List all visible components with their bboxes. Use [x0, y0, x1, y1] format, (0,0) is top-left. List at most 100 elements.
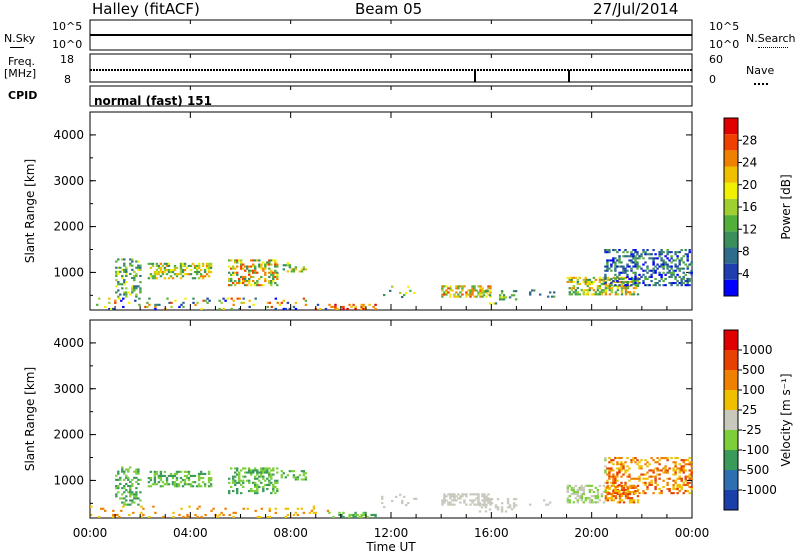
data-cell	[234, 284, 237, 287]
data-cell	[630, 284, 633, 287]
data-cell	[469, 503, 472, 506]
data-cell	[666, 488, 669, 491]
data-cell	[678, 251, 681, 254]
data-cell	[242, 507, 245, 510]
data-cell	[632, 491, 636, 494]
data-cell	[636, 285, 640, 288]
data-cell	[104, 509, 107, 512]
data-cell	[236, 481, 239, 484]
data-cell	[284, 307, 287, 310]
data-cell	[610, 495, 614, 498]
data-cell	[207, 477, 211, 480]
data-cell	[636, 265, 639, 268]
data-cell	[622, 484, 626, 487]
data-cell	[276, 277, 279, 280]
data-cell	[670, 251, 673, 254]
data-cell	[254, 271, 257, 274]
data-cell	[608, 251, 611, 254]
data-cell	[147, 277, 151, 280]
data-cell	[171, 271, 175, 274]
data-cell	[135, 472, 138, 475]
data-cell	[248, 481, 251, 484]
data-cell	[264, 273, 267, 276]
data-cell	[300, 507, 304, 510]
data-cell	[183, 481, 187, 484]
data-cell	[654, 481, 657, 484]
colorbar-segment	[724, 450, 738, 470]
data-cell	[666, 253, 669, 256]
data-cell	[475, 493, 478, 496]
data-cell	[666, 477, 669, 480]
data-cell	[622, 276, 626, 279]
data-cell	[310, 509, 314, 512]
data-cell	[203, 472, 207, 475]
data-cell	[574, 289, 577, 292]
data-cell	[514, 504, 518, 507]
data-cell	[680, 280, 683, 283]
data-cell	[193, 474, 197, 477]
data-cell	[161, 481, 165, 484]
data-cell	[668, 477, 671, 480]
data-cell	[207, 264, 211, 267]
data-cell	[674, 463, 677, 466]
data-cell	[626, 269, 629, 272]
colorbar-segment	[724, 247, 738, 264]
data-cell	[670, 282, 673, 285]
data-cell	[596, 495, 600, 498]
data-cell	[628, 479, 631, 482]
data-cell	[262, 477, 265, 480]
data-cell	[445, 495, 448, 498]
data-cell	[672, 271, 675, 274]
data-cell	[500, 298, 504, 301]
data-cell	[161, 271, 165, 274]
data-cell	[272, 488, 275, 491]
data-cell	[600, 278, 604, 281]
data-cell	[179, 470, 183, 473]
data-cell	[654, 467, 657, 470]
data-cell	[137, 266, 140, 269]
data-cell	[484, 504, 488, 507]
data-cell	[612, 495, 616, 498]
data-cell	[672, 485, 675, 488]
data-cell	[680, 469, 683, 472]
data-cell	[127, 491, 130, 494]
data-cell	[680, 459, 683, 462]
data-cell	[485, 499, 488, 502]
data-cell	[115, 274, 118, 277]
data-cell	[443, 497, 446, 500]
data-cell	[674, 465, 677, 468]
data-cell	[590, 501, 594, 504]
data-cell	[146, 301, 149, 304]
data-cell	[664, 469, 667, 472]
data-cell	[604, 495, 608, 498]
data-cell	[226, 297, 229, 300]
data-cell	[626, 495, 630, 498]
data-cell	[127, 478, 130, 481]
data-cell	[230, 259, 233, 262]
data-cell	[590, 283, 594, 286]
data-cell	[258, 471, 261, 474]
nave-tick-high: 60	[709, 53, 723, 66]
data-cell	[644, 473, 647, 476]
data-cell	[602, 280, 606, 283]
data-cell	[578, 283, 581, 286]
data-cell	[159, 470, 163, 473]
data-cell	[658, 459, 661, 462]
data-cell	[260, 263, 263, 266]
data-cell	[441, 295, 444, 298]
data-cell	[490, 502, 494, 505]
data-cell	[620, 265, 623, 268]
data-cell	[618, 257, 621, 260]
data-cell	[258, 479, 261, 482]
data-cell	[264, 265, 267, 268]
data-cell	[266, 488, 269, 491]
data-cell	[636, 293, 640, 296]
data-cell	[588, 484, 592, 487]
data-cell	[510, 294, 514, 297]
data-cell	[129, 493, 132, 496]
data-cell	[129, 272, 132, 275]
data-cell	[186, 513, 189, 516]
data-cell	[654, 284, 657, 287]
data-cell	[650, 273, 653, 276]
data-cell	[240, 275, 243, 278]
